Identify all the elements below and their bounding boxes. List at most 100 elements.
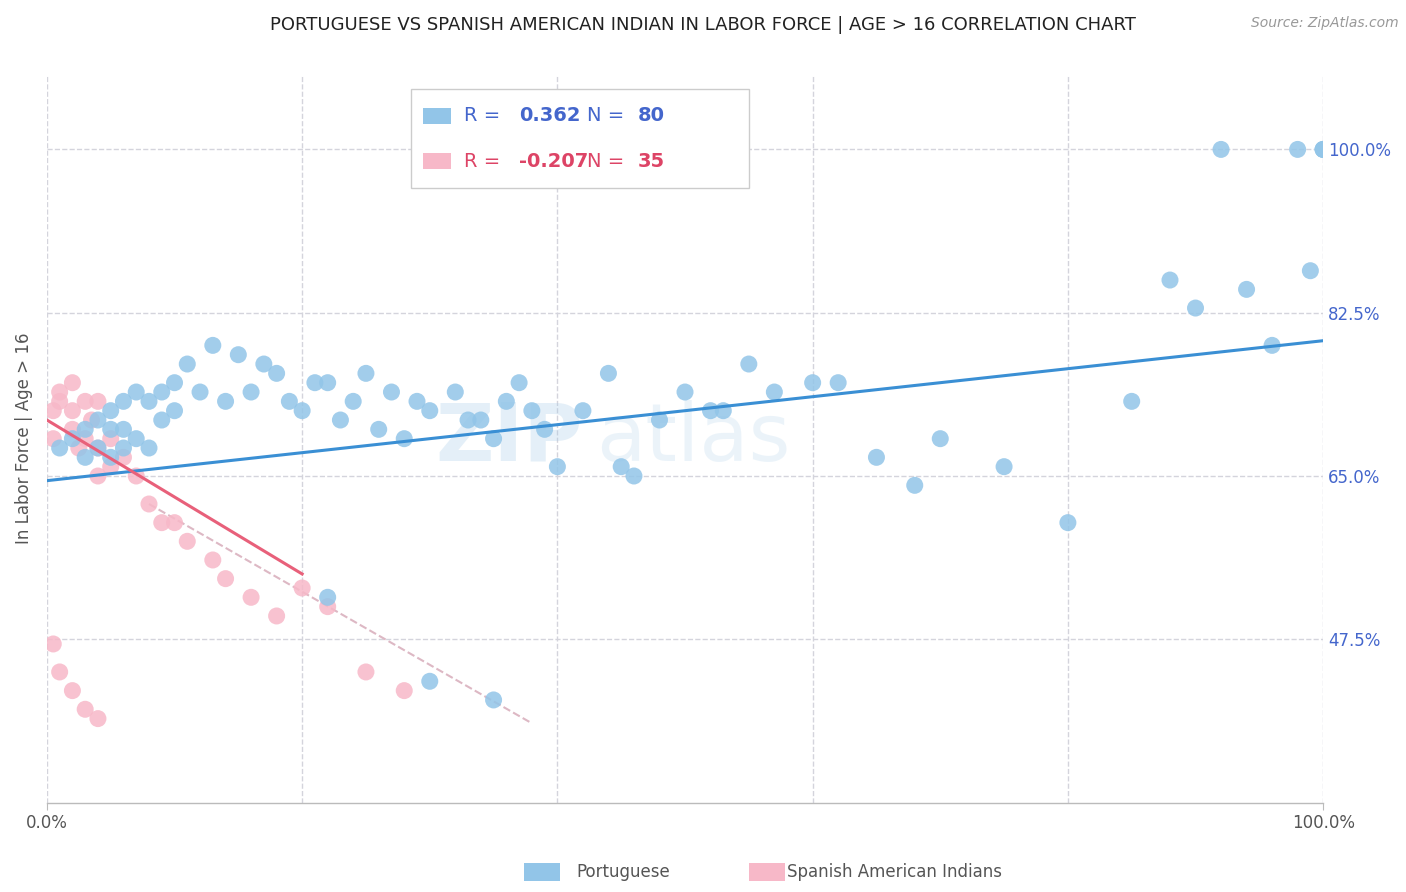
Point bbox=[623, 469, 645, 483]
Point bbox=[1209, 142, 1232, 156]
Text: 0.362: 0.362 bbox=[519, 106, 581, 126]
Point bbox=[150, 516, 173, 530]
Point bbox=[444, 384, 467, 399]
Point bbox=[100, 403, 122, 417]
Text: R =: R = bbox=[464, 152, 501, 170]
Point bbox=[699, 403, 721, 417]
Point bbox=[163, 376, 186, 390]
Point bbox=[62, 403, 84, 417]
Point bbox=[291, 581, 314, 595]
Point bbox=[482, 693, 505, 707]
Point bbox=[100, 459, 122, 474]
Point bbox=[150, 384, 173, 399]
Point bbox=[1184, 301, 1206, 315]
Point bbox=[291, 403, 314, 417]
Point bbox=[253, 357, 276, 371]
Point bbox=[763, 384, 786, 399]
Point bbox=[138, 441, 160, 455]
Point bbox=[188, 384, 211, 399]
Point bbox=[201, 553, 224, 567]
Point bbox=[278, 394, 301, 409]
Point bbox=[1057, 516, 1080, 530]
Point bbox=[176, 357, 198, 371]
Point bbox=[48, 384, 70, 399]
Point bbox=[929, 432, 952, 446]
Text: Spanish American Indians: Spanish American Indians bbox=[787, 863, 1002, 881]
Point bbox=[62, 422, 84, 436]
Point bbox=[508, 376, 530, 390]
Point bbox=[176, 534, 198, 549]
Text: N =: N = bbox=[586, 152, 624, 170]
Point bbox=[993, 459, 1015, 474]
Point bbox=[87, 413, 110, 427]
Point bbox=[354, 665, 377, 679]
Y-axis label: In Labor Force | Age > 16: In Labor Force | Age > 16 bbox=[15, 333, 32, 544]
Point bbox=[100, 450, 122, 465]
Point bbox=[62, 683, 84, 698]
Point bbox=[1299, 263, 1322, 277]
Point bbox=[62, 376, 84, 390]
Text: 35: 35 bbox=[638, 152, 665, 170]
Point bbox=[163, 403, 186, 417]
Point bbox=[1312, 142, 1334, 156]
Point bbox=[42, 432, 65, 446]
Point bbox=[67, 441, 90, 455]
Point bbox=[648, 413, 671, 427]
Point bbox=[42, 403, 65, 417]
Point bbox=[546, 459, 568, 474]
Point bbox=[163, 516, 186, 530]
Point bbox=[354, 367, 377, 381]
Point bbox=[138, 394, 160, 409]
Point bbox=[380, 384, 402, 399]
Point bbox=[138, 497, 160, 511]
Point bbox=[48, 441, 70, 455]
Point bbox=[112, 422, 135, 436]
Point bbox=[738, 357, 761, 371]
Point bbox=[214, 572, 236, 586]
Point bbox=[75, 702, 97, 716]
Point bbox=[112, 450, 135, 465]
Point bbox=[865, 450, 887, 465]
Point bbox=[150, 413, 173, 427]
Point bbox=[48, 665, 70, 679]
Point bbox=[673, 384, 696, 399]
Point bbox=[801, 376, 824, 390]
Point bbox=[572, 403, 595, 417]
Point bbox=[610, 459, 633, 474]
Text: -0.207: -0.207 bbox=[519, 152, 588, 170]
Point bbox=[394, 683, 416, 698]
Point bbox=[75, 450, 97, 465]
FancyBboxPatch shape bbox=[423, 108, 451, 124]
Point bbox=[87, 469, 110, 483]
Point bbox=[304, 376, 326, 390]
Point bbox=[367, 422, 389, 436]
Point bbox=[495, 394, 517, 409]
Point bbox=[711, 403, 734, 417]
Text: N =: N = bbox=[586, 106, 624, 126]
Point bbox=[100, 432, 122, 446]
Point bbox=[316, 376, 339, 390]
Point bbox=[62, 432, 84, 446]
Point bbox=[87, 441, 110, 455]
Point bbox=[48, 394, 70, 409]
Text: ZIP: ZIP bbox=[436, 400, 583, 478]
Point bbox=[1312, 142, 1334, 156]
Point bbox=[240, 384, 263, 399]
Point bbox=[87, 441, 110, 455]
Point bbox=[316, 591, 339, 605]
Point bbox=[329, 413, 352, 427]
Point bbox=[87, 394, 110, 409]
Text: R =: R = bbox=[464, 106, 501, 126]
Point bbox=[75, 422, 97, 436]
Point bbox=[1159, 273, 1181, 287]
FancyBboxPatch shape bbox=[411, 89, 749, 187]
Point bbox=[112, 394, 135, 409]
Point bbox=[482, 432, 505, 446]
Point bbox=[125, 384, 148, 399]
Point bbox=[1312, 142, 1334, 156]
Point bbox=[598, 367, 620, 381]
Point bbox=[42, 637, 65, 651]
Point bbox=[266, 609, 288, 624]
Point bbox=[112, 441, 135, 455]
Point bbox=[342, 394, 364, 409]
